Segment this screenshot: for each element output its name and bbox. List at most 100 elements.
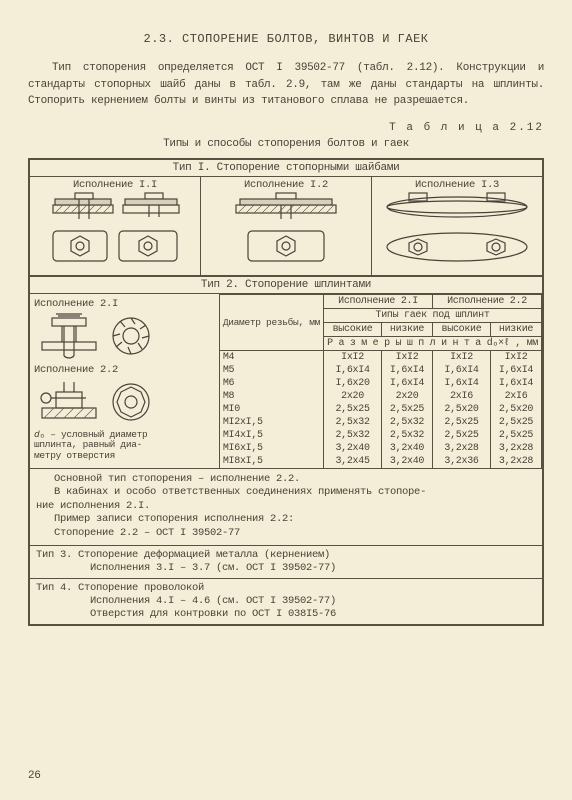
type2-data-table: Диаметр резьбы, мм Исполнение 2.I Исполн… bbox=[219, 294, 542, 468]
exe21-label: Исполнение 2.I bbox=[34, 298, 215, 310]
table-cell: I,6хI4 bbox=[382, 377, 433, 390]
note-l4: Пример записи стопорения исполнения 2.2: bbox=[36, 513, 536, 527]
table-cell: МI0 bbox=[219, 403, 323, 416]
table-row: М4IхI2IхI2IхI2IхI2 bbox=[219, 350, 541, 364]
table-cell: М4 bbox=[219, 350, 323, 364]
type1-col1-label: Исполнение I.I bbox=[32, 179, 198, 191]
type1-col-3: Исполнение I.3 bbox=[372, 177, 542, 275]
table-cell: 2,5х32 bbox=[382, 429, 433, 442]
type1-col-1: Исполнение I.I bbox=[30, 177, 201, 275]
table-cell: IхI2 bbox=[382, 350, 433, 364]
table-cell: 2х20 bbox=[324, 390, 382, 403]
table-cell: 2хI6 bbox=[433, 390, 491, 403]
table-row: М6I,6х20I,6хI4I,6хI4I,6хI4 bbox=[219, 377, 541, 390]
table-cell: I,6хI4 bbox=[433, 364, 491, 377]
table-cell: М6 bbox=[219, 377, 323, 390]
type1-row: Исполнение I.I bbox=[30, 177, 542, 277]
table-cell: МI6хI,5 bbox=[219, 442, 323, 455]
table-cell: 3,2х40 bbox=[382, 442, 433, 455]
table-cell: 2,5х25 bbox=[433, 416, 491, 429]
type1-col-2: Исполнение I.2 bbox=[201, 177, 372, 275]
table-cell: 3,2х40 bbox=[382, 455, 433, 468]
intro-paragraph: Тип стопорения определяется ОСТ I 39502-… bbox=[28, 60, 544, 110]
table-row: МI8хI,53,2х453,2х403,2х363,2х28 bbox=[219, 455, 541, 468]
table-row: М82х202х202хI62хI6 bbox=[219, 390, 541, 403]
washer-diagram-2 bbox=[203, 191, 369, 269]
page-number: 26 bbox=[28, 770, 41, 782]
do-note: dₒdₒ – условный диаметр – условный диаме… bbox=[34, 430, 215, 463]
note-l3: ние исполнения 2.I. bbox=[36, 500, 536, 514]
washer-diagram-3 bbox=[374, 191, 540, 269]
cotter-diagram-22 bbox=[34, 378, 215, 426]
exe22-label: Исполнение 2.2 bbox=[34, 364, 215, 376]
type2-notes: Основной тип стопорения – исполнение 2.2… bbox=[30, 469, 542, 546]
table-cell: I,6хI4 bbox=[382, 364, 433, 377]
table-row: МI6хI,53,2х403,2х403,2х283,2х28 bbox=[219, 442, 541, 455]
table-cell: 3,2х28 bbox=[491, 442, 542, 455]
type2-left-panel: Исполнение 2.I bbox=[30, 294, 219, 468]
table-cell: 2,5х32 bbox=[382, 416, 433, 429]
table-cell: I,6хI4 bbox=[324, 364, 382, 377]
note-l5: Стопорение 2.2 – ОСТ I 39502-77 bbox=[36, 527, 536, 541]
type3-l1: Тип 3. Стопорение деформацией металла (к… bbox=[36, 549, 536, 562]
table-cell: 3,2х28 bbox=[433, 442, 491, 455]
high-2: высокие bbox=[433, 322, 491, 336]
table-cell: I,6хI4 bbox=[491, 377, 542, 390]
pin-sizes-header: Р а з м е р ы ш п л и н т а dₒ×ℓ , мм bbox=[324, 336, 542, 350]
type4-l1: Тип 4. Стопорение проволокой bbox=[36, 582, 536, 595]
table-cell: 3,2х36 bbox=[433, 455, 491, 468]
type3-block: Тип 3. Стопорение деформацией металла (к… bbox=[30, 546, 542, 579]
table-cell: IхI2 bbox=[324, 350, 382, 364]
table-cell: IхI2 bbox=[433, 350, 491, 364]
type1-col2-label: Исполнение I.2 bbox=[203, 179, 369, 191]
table-cell: 2,5х20 bbox=[433, 403, 491, 416]
section-title-text: СТОПОРЕНИЕ БОЛТОВ, ВИНТОВ И ГАЕК bbox=[182, 32, 428, 46]
table-cell: 2хI6 bbox=[491, 390, 542, 403]
col21-header: Исполнение 2.I bbox=[324, 294, 433, 308]
table-row: МI4хI,52,5х322,5х322,5х252,5х25 bbox=[219, 429, 541, 442]
table-cell: МI2хI,5 bbox=[219, 416, 323, 429]
high-1: высокие bbox=[324, 322, 382, 336]
table-cell: 2,5х25 bbox=[324, 403, 382, 416]
table-cell: I,6хI4 bbox=[433, 377, 491, 390]
table-cell: 3,2х45 bbox=[324, 455, 382, 468]
table-cell: М5 bbox=[219, 364, 323, 377]
type1-header: Тип I. Стопорение стопорными шайбами bbox=[30, 160, 542, 177]
type2-block: Исполнение 2.I bbox=[30, 294, 542, 469]
section-title: 2.3. СТОПОРЕНИЕ БОЛТОВ, ВИНТОВ И ГАЕК bbox=[28, 32, 544, 46]
table-cell: 2,5х20 bbox=[491, 403, 542, 416]
do-note-l2: шплинта, равный диа- bbox=[34, 439, 142, 450]
cotter-diagram-21 bbox=[34, 312, 215, 360]
table-cell: 3,2х28 bbox=[491, 455, 542, 468]
table-row: МI02,5х252,5х252,5х202,5х20 bbox=[219, 403, 541, 416]
section-number: 2.3. bbox=[144, 32, 175, 46]
table-cell: 2х20 bbox=[382, 390, 433, 403]
table-cell: 2,5х25 bbox=[491, 429, 542, 442]
type4-l2: Исполнения 4.I – 4.6 (см. ОСТ I 39502-77… bbox=[36, 595, 536, 608]
table-row: МI2хI,52,5х322,5х322,5х252,5х25 bbox=[219, 416, 541, 429]
note-l2: В кабинах и особо ответственных соединен… bbox=[36, 486, 536, 500]
table-row: М5I,6хI4I,6хI4I,6хI4I,6хI4 bbox=[219, 364, 541, 377]
type1-col3-label: Исполнение I.3 bbox=[374, 179, 540, 191]
table-cell: 2,5х25 bbox=[491, 416, 542, 429]
washer-diagram-1 bbox=[32, 191, 198, 269]
note-l1: Основной тип стопорения – исполнение 2.2… bbox=[36, 473, 536, 487]
type2-header: Тип 2. Стопорение шплинтами bbox=[30, 277, 542, 294]
table-cell: МI4хI,5 bbox=[219, 429, 323, 442]
table-cell: 2,5х25 bbox=[382, 403, 433, 416]
col22-header: Исполнение 2.2 bbox=[433, 294, 542, 308]
table-cell: М8 bbox=[219, 390, 323, 403]
table-cell: I,6хI4 bbox=[491, 364, 542, 377]
type3-l2: Исполнения 3.I – 3.7 (см. ОСТ I 39502-77… bbox=[36, 562, 536, 575]
type4-block: Тип 4. Стопорение проволокой Исполнения … bbox=[30, 579, 542, 624]
low-2: низкие bbox=[491, 322, 542, 336]
diam-header: Диаметр резьбы, мм bbox=[219, 294, 323, 350]
table-caption: Типы и способы стопорения болтов и гаек bbox=[28, 138, 544, 150]
main-table: Тип I. Стопорение стопорными шайбами Исп… bbox=[28, 158, 544, 627]
table-cell: 2,5х32 bbox=[324, 429, 382, 442]
table-label: Т а б л и ц а 2.12 bbox=[28, 122, 544, 134]
low-1: низкие bbox=[382, 322, 433, 336]
table-cell: IхI2 bbox=[491, 350, 542, 364]
table-cell: 2,5х32 bbox=[324, 416, 382, 429]
table-cell: I,6х20 bbox=[324, 377, 382, 390]
